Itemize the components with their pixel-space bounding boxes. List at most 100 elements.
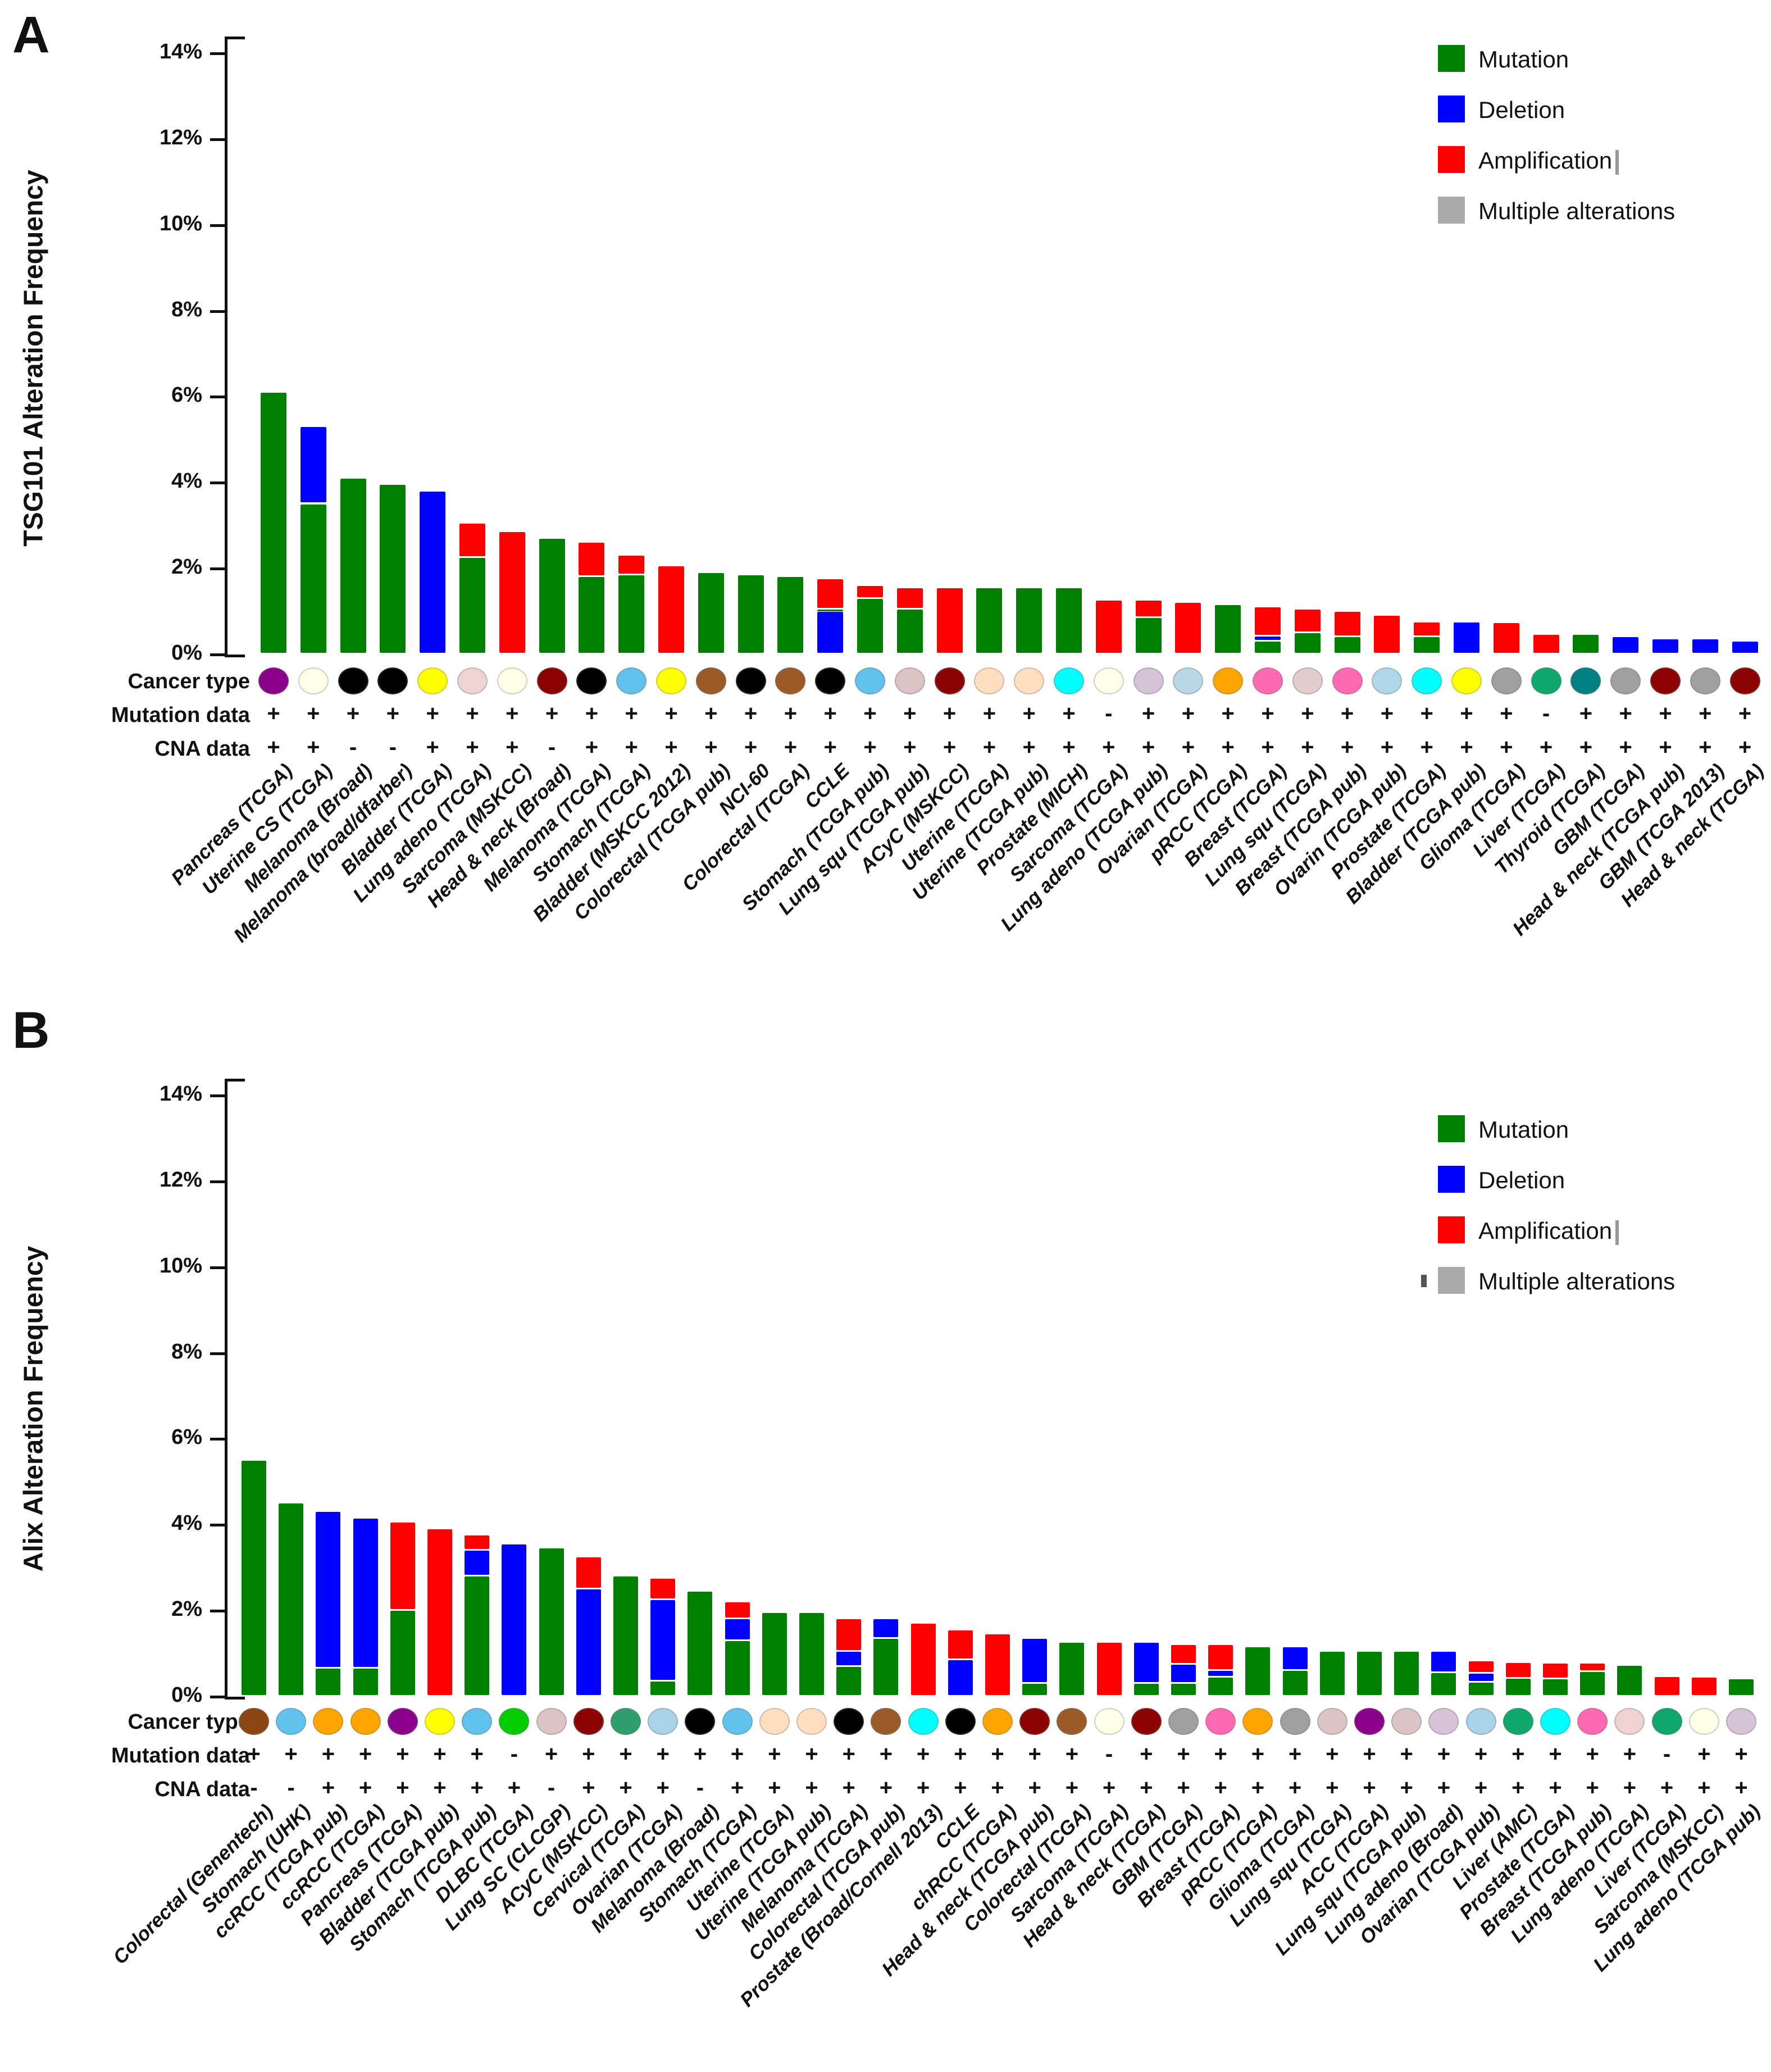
cancer-type-dot xyxy=(908,1708,939,1735)
bar-segment-mutation xyxy=(1282,1671,1308,1695)
cancer-type-dot xyxy=(1428,1708,1459,1735)
bar-segment-amplification xyxy=(459,523,485,557)
bar-segment-deletion xyxy=(465,1551,490,1575)
cancer-type-dot xyxy=(735,667,766,694)
bar-segment-deletion xyxy=(1431,1651,1456,1671)
bar-segment-deletion xyxy=(1171,1664,1196,1683)
cancer-type-dot xyxy=(685,1708,716,1735)
cancer-type-dot xyxy=(1391,1708,1422,1735)
cancer-type-dot xyxy=(1280,1708,1310,1735)
mutation-data-symbol: + xyxy=(842,1742,855,1766)
bar-segment-amplification xyxy=(618,556,645,574)
bar-segment-deletion xyxy=(650,1600,676,1680)
cna-data-symbol: + xyxy=(1251,1775,1265,1800)
bar-segment-mutation xyxy=(799,1612,824,1695)
cna-data-symbol: + xyxy=(1734,1775,1748,1800)
cancer-type-dot xyxy=(1610,667,1641,694)
cna-data-symbol: + xyxy=(1140,1775,1153,1800)
cancer-type-dot xyxy=(1168,1708,1199,1735)
mutation-data-symbol: + xyxy=(1512,1742,1525,1766)
mutation-data-symbol: + xyxy=(1288,1742,1302,1766)
mutation-data-symbol: + xyxy=(1065,1742,1079,1766)
mutation-data-symbol: + xyxy=(582,1742,595,1766)
bar-segment-amplification xyxy=(658,566,684,653)
mutation-data-symbol: + xyxy=(1420,701,1433,726)
cna-data-symbol: + xyxy=(1181,735,1195,760)
y-axis-line xyxy=(225,1079,227,1700)
mutation-data-symbol: + xyxy=(1140,1742,1153,1766)
bar-segment-amplification xyxy=(465,1535,490,1550)
cna-data-symbol: + xyxy=(585,735,599,760)
bar-segment-deletion xyxy=(836,1651,862,1665)
legend-label-text: Deletion xyxy=(1478,97,1565,123)
cancer-type-dot xyxy=(1054,667,1084,694)
mutation-data-symbol: + xyxy=(1251,1742,1265,1766)
mutation-data-symbol: + xyxy=(1340,701,1354,726)
mutation-data-symbol: + xyxy=(656,1742,670,1766)
bar-segment-amplification xyxy=(1505,1662,1531,1677)
cna-data-symbol: + xyxy=(664,735,678,760)
mutation-data-symbol: + xyxy=(470,1742,484,1766)
cancer-type-dot xyxy=(499,1708,530,1735)
mutation-data-symbol: + xyxy=(1221,701,1235,726)
bar-segment-mutation xyxy=(1573,634,1599,653)
legend-label-text: Mutation xyxy=(1478,46,1569,72)
mutation-data-symbol: + xyxy=(1623,1742,1637,1766)
bar-segment-mutation xyxy=(1617,1665,1642,1695)
legend-label: Mutation xyxy=(1478,1116,1569,1143)
mutation-data-symbol: + xyxy=(433,1742,447,1766)
mutation-data-symbol: + xyxy=(823,701,837,726)
bar-segment-amplification xyxy=(910,1624,936,1695)
bar-segment-amplification xyxy=(1171,1645,1196,1663)
mutation-data-symbol: + xyxy=(954,1742,967,1766)
mutation-data-symbol: + xyxy=(1028,1742,1041,1766)
mutation-data-symbol: + xyxy=(744,701,758,726)
mutation-data-symbol: + xyxy=(693,1742,707,1766)
cancer-type-dot xyxy=(457,667,488,694)
mutation-data-symbol: + xyxy=(321,1742,335,1766)
bar-segment-amplification xyxy=(1543,1664,1568,1678)
panel-b-y-axis-title: Alix Alteration Frequency xyxy=(19,1246,49,1572)
cna-data-symbol: + xyxy=(507,1775,521,1800)
cancer-type-dot xyxy=(239,1708,269,1735)
bar-segment-deletion xyxy=(1208,1671,1233,1676)
cancer-type-dot xyxy=(648,1708,679,1735)
cna-data-symbol: + xyxy=(704,735,718,760)
bar-segment-mutation xyxy=(1056,588,1082,653)
cancer-type-dot xyxy=(1205,1708,1236,1735)
bar-segment-mutation xyxy=(1059,1643,1085,1695)
mutation-data-symbol: + xyxy=(619,1742,632,1766)
bar-segment-deletion xyxy=(1282,1647,1308,1670)
y-axis-tick xyxy=(210,224,225,227)
mutation-data-symbol: + xyxy=(1301,701,1314,726)
bar-segment-mutation xyxy=(650,1682,676,1695)
bar-segment-mutation xyxy=(261,392,286,653)
legend-label: Mutation xyxy=(1478,46,1569,73)
mutation-data-symbol: + xyxy=(1734,1742,1748,1766)
mutation-data-symbol: + xyxy=(1697,1742,1711,1766)
mutation-data-symbol: + xyxy=(1177,1742,1190,1766)
cna-data-symbol: + xyxy=(619,1775,632,1800)
bar-segment-mutation xyxy=(340,478,366,653)
bar-segment-mutation xyxy=(1431,1673,1456,1695)
legend-label-text: Amplification xyxy=(1478,1217,1613,1244)
y-axis-tick xyxy=(210,1352,225,1355)
cancer-type-dot xyxy=(350,1708,381,1735)
cancer-type-dot xyxy=(425,1708,455,1735)
bar-segment-mutation xyxy=(896,609,923,653)
mutation-data-symbol: + xyxy=(982,701,996,726)
bar-segment-mutation xyxy=(725,1641,750,1695)
cna-data-symbol: + xyxy=(1261,735,1274,760)
bar-segment-mutation xyxy=(613,1576,638,1695)
cna-data-symbol: - xyxy=(349,735,357,760)
bar-segment-mutation xyxy=(873,1638,899,1695)
cna-data-symbol: + xyxy=(903,735,917,760)
cancer-type-dot xyxy=(974,667,1005,694)
cna-data-symbol: + xyxy=(991,1775,1004,1800)
y-axis-tick-label: 14% xyxy=(159,1082,202,1106)
bar-segment-amplification xyxy=(579,543,605,576)
text-cursor-artifact xyxy=(1615,1220,1619,1245)
bar-segment-deletion xyxy=(576,1589,601,1695)
bar-segment-deletion xyxy=(948,1660,973,1695)
cancer-type-dot xyxy=(775,667,806,694)
